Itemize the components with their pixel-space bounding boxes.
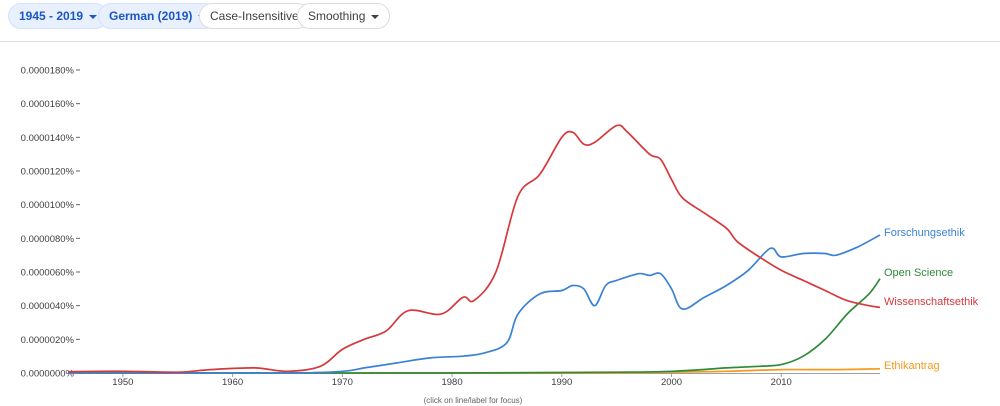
date-range-label: 1945 - 2019 xyxy=(19,9,84,23)
chevron-down-icon xyxy=(89,14,98,19)
series-labels: Ethikantrag Open Science Forschungsethik Wi… xyxy=(884,227,979,372)
x-tick-label: 2010 xyxy=(771,377,792,388)
x-tick-label: 1960 xyxy=(222,377,243,388)
y-tick-label: 0.0000180% xyxy=(21,66,75,77)
x-tick-label: 1980 xyxy=(441,377,462,388)
label-forschungsethik[interactable]: Forschungsethik xyxy=(884,227,965,239)
label-ethikantrag[interactable]: Ethikantrag xyxy=(884,360,940,372)
x-tick-label: 2000 xyxy=(661,377,682,388)
line-forschungsethik[interactable] xyxy=(67,234,881,374)
corpus-label: German (2019) xyxy=(109,9,193,23)
x-axis: 1950 1960 1970 1980 1990 2000 2010 xyxy=(68,373,880,388)
y-tick-label: 0.0000080% xyxy=(21,234,75,245)
y-tick-label: 0.0000160% xyxy=(21,99,75,110)
focus-hint: (click on line/label for focus) xyxy=(424,396,523,405)
y-tick-label: 0.0000120% xyxy=(21,167,75,178)
x-tick-label: 1950 xyxy=(112,377,133,388)
y-tick-label: 0.0000100% xyxy=(21,200,75,211)
label-wissenschaftsethik[interactable]: Wissenschaftsethik xyxy=(884,296,979,308)
x-tick-label: 1970 xyxy=(332,377,353,388)
y-tick-label: 0.0000020% xyxy=(21,335,75,346)
y-tick-label: 0.0000140% xyxy=(21,133,75,144)
x-tick-label: 1990 xyxy=(551,377,572,388)
smoothing-dropdown[interactable]: Smoothing xyxy=(297,3,391,29)
y-tick-label: 0.0000000% xyxy=(21,369,75,380)
line-open-science[interactable] xyxy=(67,278,881,374)
label-open-science[interactable]: Open Science xyxy=(884,267,953,279)
case-label: Case-Insensitive xyxy=(210,9,299,23)
case-insensitive-toggle[interactable]: Case-Insensitive xyxy=(199,3,310,29)
y-tick-label: 0.0000040% xyxy=(21,301,75,312)
y-axis: 0.0000000% 0.0000020% 0.0000040% 0.0000060%… xyxy=(21,66,80,380)
smoothing-label: Smoothing xyxy=(308,9,366,23)
date-range-dropdown[interactable]: 1945 - 2019 xyxy=(8,3,109,29)
y-tick-label: 0.0000060% xyxy=(21,268,75,279)
chevron-down-icon xyxy=(371,14,380,19)
line-wissenschaftsethik[interactable] xyxy=(67,124,881,374)
series-lines xyxy=(67,124,881,374)
toolbar: 1945 - 2019 German (2019) Case-Insensiti… xyxy=(0,0,1000,42)
